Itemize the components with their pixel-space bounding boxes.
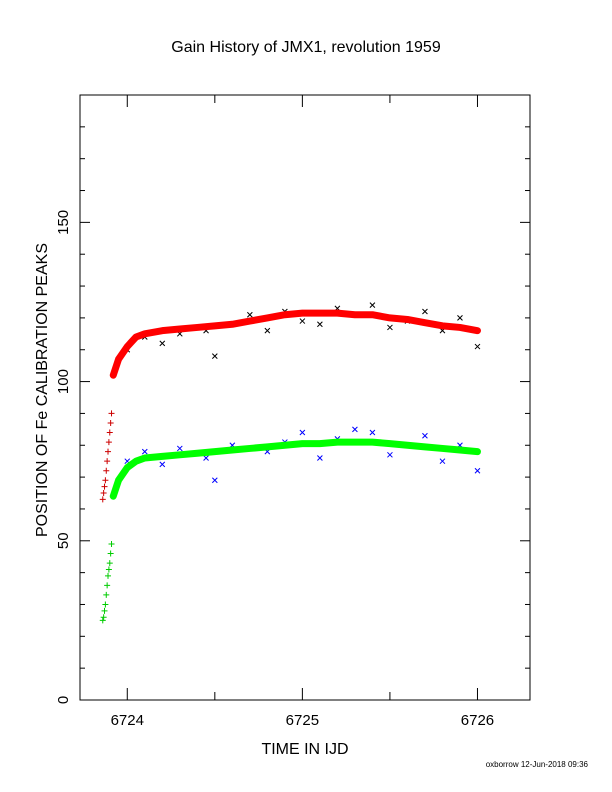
data-point (108, 540, 115, 547)
data-point (141, 448, 148, 455)
data-point (211, 353, 218, 359)
data-point (104, 458, 111, 465)
data-point (299, 318, 306, 324)
data-point (422, 432, 428, 439)
data-point (108, 410, 115, 417)
data-point (264, 327, 271, 334)
data-point (176, 445, 183, 452)
x-tick-label: 6726 (461, 712, 494, 729)
plot-frame (79, 94, 531, 701)
footer-credit: oxborrow 12-Jun-2018 09:36 (486, 760, 589, 769)
y-tick-label: 0 (55, 696, 72, 704)
data-point (100, 614, 107, 621)
data-point (387, 324, 393, 331)
data-point (103, 467, 110, 474)
data-point (105, 439, 112, 446)
data-point (203, 455, 209, 461)
data-point (107, 550, 114, 557)
data-point (211, 477, 218, 484)
data-point (102, 601, 109, 608)
data-point (101, 483, 108, 490)
y-tick-label: 100 (55, 369, 72, 394)
series-5 (109, 309, 481, 379)
data-point (387, 451, 393, 458)
data-point (99, 617, 106, 624)
data-point (317, 321, 323, 328)
data-point (105, 572, 112, 579)
data-point (99, 496, 106, 503)
data-point (246, 311, 253, 318)
series-2 (99, 540, 115, 624)
data-point (102, 477, 109, 484)
data-point (369, 302, 376, 309)
data-point (100, 490, 107, 497)
data-point (422, 308, 428, 315)
data-point (105, 448, 112, 455)
y-tick-label: 150 (55, 210, 72, 235)
data-point (106, 560, 113, 567)
data-point (352, 426, 358, 433)
data-point (106, 429, 113, 436)
axes: 0 50 100 150 6724 6725 6726 (55, 94, 530, 729)
data-point (474, 467, 481, 474)
data-point (159, 461, 166, 468)
data-point (299, 429, 306, 436)
y-tick-label: 50 (55, 532, 72, 549)
data-point (474, 343, 481, 350)
data-point (103, 591, 110, 598)
plot-area (99, 302, 481, 624)
data-point (317, 455, 323, 461)
x-axis-label: TIME IN IJD (261, 741, 348, 758)
x-tick-label: 6724 (111, 712, 144, 729)
series-curve (109, 438, 481, 500)
data-point (107, 419, 114, 426)
data-point (159, 340, 166, 347)
series-1 (99, 410, 115, 503)
data-point (104, 582, 111, 589)
y-axis-label: POSITION OF Fe CALIBRATION PEAKS (34, 243, 51, 537)
x-tick-label: 6725 (286, 712, 319, 729)
series-curve (109, 309, 481, 379)
data-point (369, 429, 376, 436)
data-point (105, 566, 112, 573)
data-point (457, 315, 463, 321)
chart-title: Gain History of JMX1, revolution 1959 (171, 39, 441, 56)
data-point (439, 458, 446, 465)
series-6 (109, 438, 481, 500)
data-point (101, 607, 108, 614)
